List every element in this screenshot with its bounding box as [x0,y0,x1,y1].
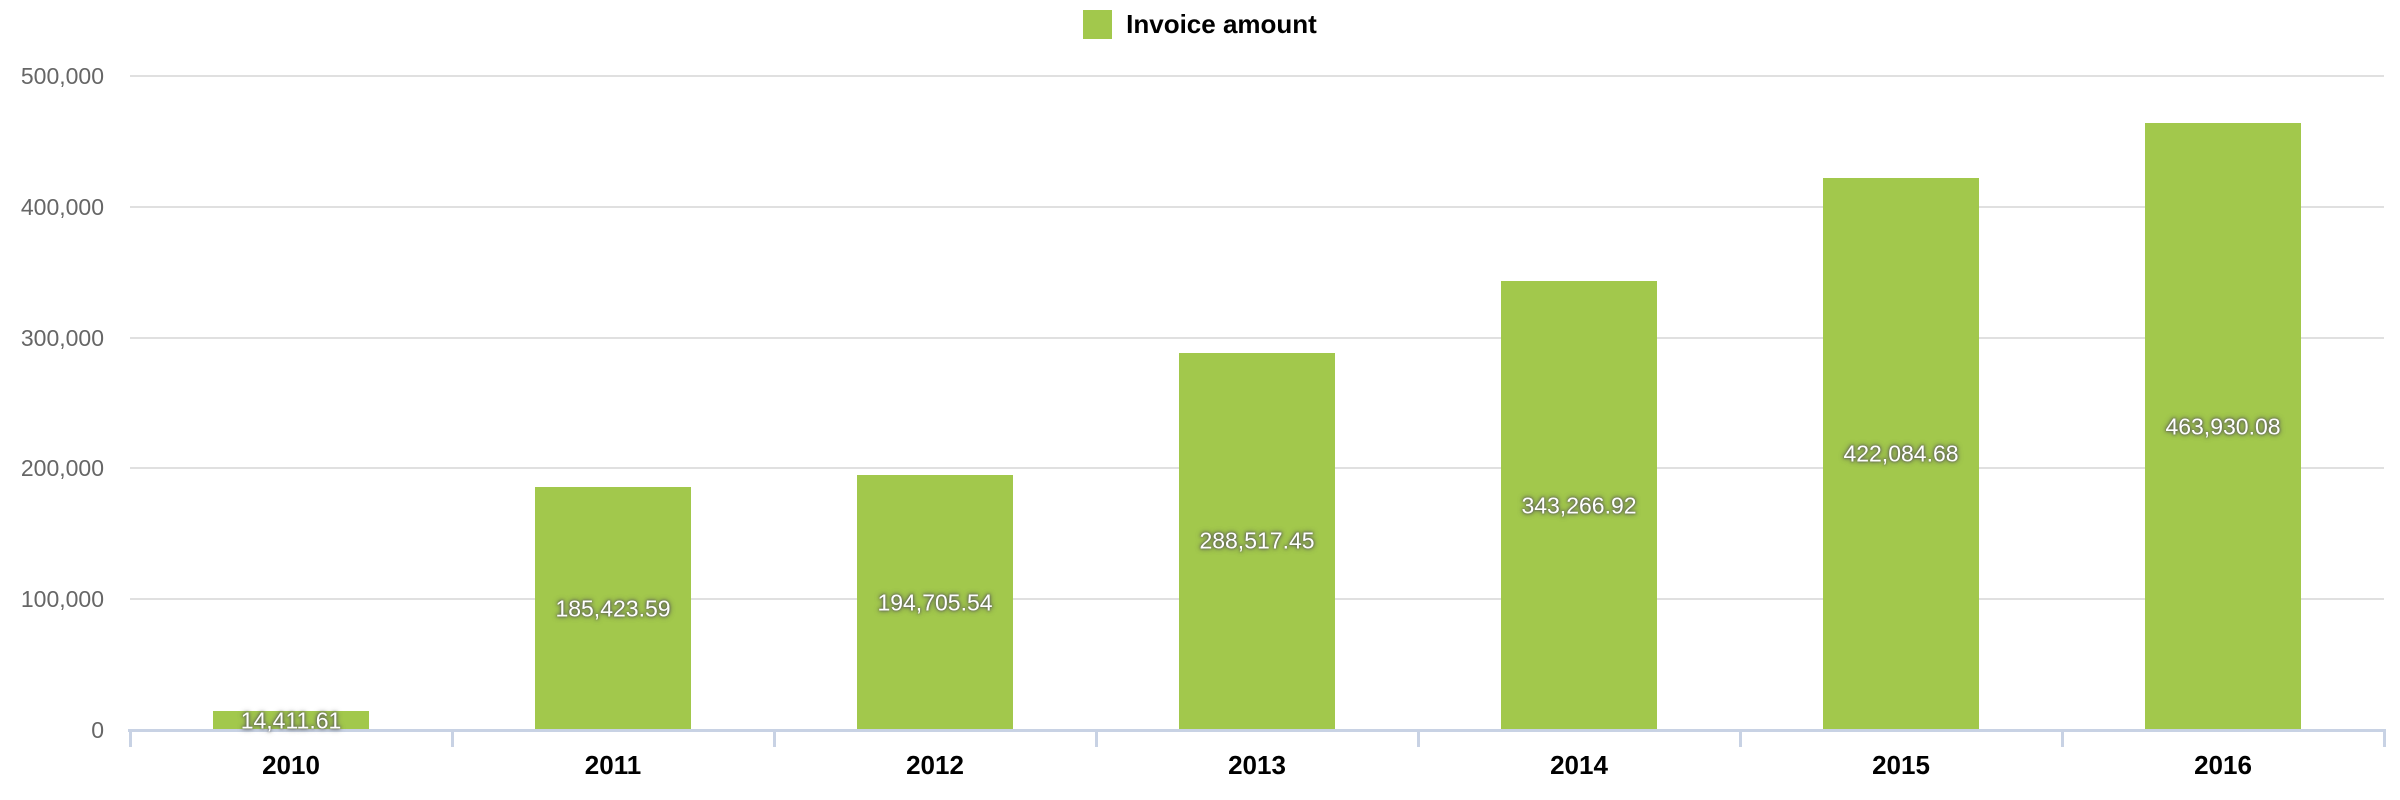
y-tick-label-400000: 400,000 [20,193,104,220]
x-axis-tick [450,730,454,747]
x-axis-tick [1416,730,1420,747]
y-tick-label-300000: 300,000 [20,324,104,351]
bar-2016[interactable] [2145,123,2301,730]
x-tick-label-2010: 2010 [262,750,320,780]
x-axis-tick [128,730,132,747]
bar-value-label-2015: 422,084.68 [1843,440,1959,467]
x-tick-label-2011: 2011 [584,750,642,780]
bar-value-label-2013: 288,517.45 [1199,527,1315,554]
x-tick-label-2013: 2013 [1228,750,1286,780]
x-axis-tick [772,730,776,747]
bar-value-label-2014: 343,266.92 [1521,492,1637,518]
x-tick-label-2012: 2012 [906,750,964,780]
x-axis-tick [1738,730,1742,747]
y-tick-label-0: 0 [91,717,104,743]
x-tick-label-2015: 2015 [1872,750,1930,780]
bar-value-label-2012: 194,705.54 [877,589,993,616]
x-tick-label-2016: 2016 [2194,750,2252,780]
bar-value-label-2016: 463,930.08 [2165,413,2281,440]
y-tick-label-200000: 200,000 [20,455,104,482]
bar-2014[interactable] [1501,281,1657,730]
legend-swatch-icon [1083,10,1113,39]
x-axis-tick [2382,730,2386,747]
y-tick-label-100000: 100,000 [20,586,104,613]
gridline-500000 [130,75,2384,77]
legend-label: Invoice amount [1126,9,1317,39]
gridline-400000 [130,205,2384,208]
x-tick-label-2014: 2014 [1550,750,1608,780]
bar-2015[interactable] [1823,177,1979,730]
bar-value-label-2011: 185,423.59 [555,595,671,622]
x-axis-tick [1094,730,1098,747]
bar-value-label-2010: 14,411.61 [240,707,342,734]
bar-2012[interactable] [857,475,1013,730]
x-axis-tick [2060,730,2064,747]
legend-item-invoice-amount[interactable]: Invoice amount [1083,10,1317,39]
gridline-300000 [130,336,2384,339]
legend: Invoice amount [0,10,2400,39]
bar-2010[interactable] [213,711,369,730]
bar-2011[interactable] [535,487,691,730]
bar-2013[interactable] [1179,352,1335,730]
x-axis-line [128,729,2386,732]
y-tick-label-500000: 500,000 [20,63,104,89]
